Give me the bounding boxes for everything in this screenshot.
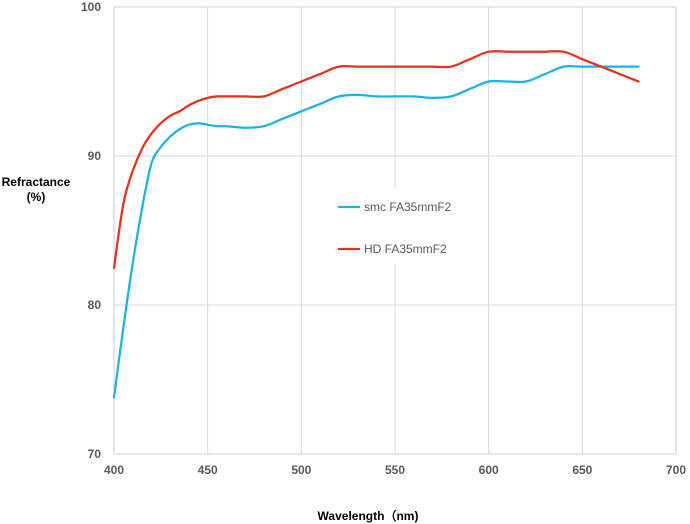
x-axis-title: Wavelength（nm)	[318, 508, 419, 523]
legend-label-1: smc FA35mmF2	[364, 200, 452, 214]
x-tick-label: 700	[666, 463, 686, 477]
series-line-2	[112, 50, 640, 269]
y-tick-label: 80	[88, 298, 102, 312]
y-tick-label: 90	[88, 149, 102, 163]
y-tick-label: 70	[88, 447, 102, 461]
plot-area-border	[113, 6, 677, 455]
legend-label-2: HD FA35mmF2	[364, 242, 447, 256]
x-tick-label: 450	[198, 463, 218, 477]
x-tick-label: 550	[385, 463, 405, 477]
x-tick-label: 650	[572, 463, 592, 477]
legend-background	[330, 188, 470, 264]
series-line-1	[112, 64, 640, 399]
x-tick-label: 600	[479, 463, 499, 477]
y-tick-label: 100	[81, 0, 101, 14]
x-tick-label: 400	[104, 463, 124, 477]
x-tick-label: 500	[291, 463, 311, 477]
legend: smc FA35mmF2 HD FA35mmF2	[338, 200, 452, 256]
x-tick-labels: 400 450 500 550 600 650 700	[104, 463, 686, 477]
y-axis-title-line1: Refractance	[2, 175, 71, 189]
y-axis-title-line2: (%)	[27, 190, 46, 204]
series-layer	[112, 50, 640, 399]
y-tick-labels: 70 80 90 100	[81, 0, 101, 461]
